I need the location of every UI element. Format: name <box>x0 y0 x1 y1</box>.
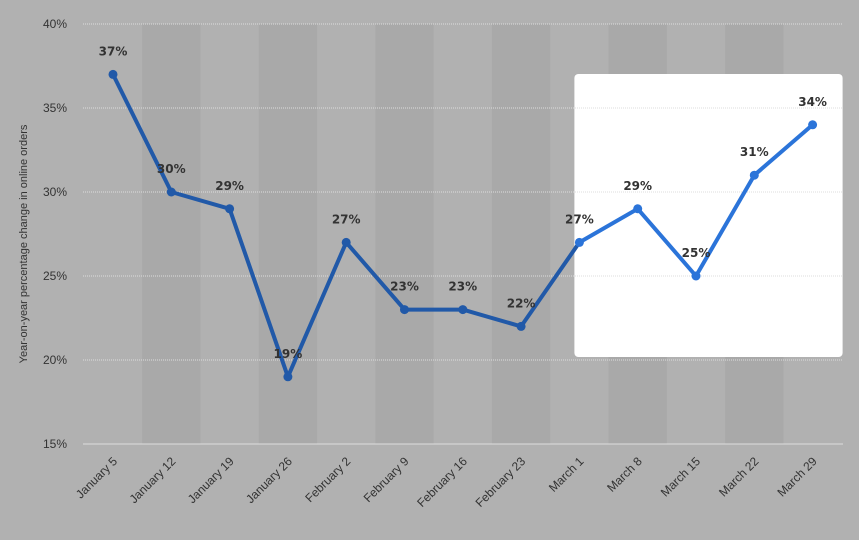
y-tick-label: 15% <box>43 437 67 451</box>
x-tick-label: March 15 <box>658 454 704 500</box>
data-label: 25% <box>682 246 711 260</box>
x-tick-label: January 5 <box>73 454 120 501</box>
y-tick-label: 20% <box>43 353 67 367</box>
x-tick-label: January 19 <box>185 454 237 506</box>
y-tick-label: 35% <box>43 101 67 115</box>
data-label: 31% <box>740 145 769 159</box>
data-point <box>516 321 526 331</box>
y-tick-label: 30% <box>43 185 67 199</box>
data-point <box>808 120 818 130</box>
column-band <box>375 24 434 444</box>
x-tick-label: January 26 <box>243 454 295 506</box>
x-tick-label: January 12 <box>127 454 179 506</box>
data-point <box>749 170 759 180</box>
x-axis-ticks: January 5 January 12 January 19 January 26 F… <box>73 454 820 510</box>
data-labels: 37% 30% 29% 19% 27% 23% 23% 22% 27% 29% 25% 31% 34% <box>99 44 827 360</box>
x-tick-label: March 29 <box>774 454 820 500</box>
x-tick-label: February 23 <box>473 454 529 510</box>
gridlines <box>83 23 843 445</box>
data-points <box>108 69 818 382</box>
data-point <box>225 204 235 214</box>
data-label: 30% <box>157 162 186 176</box>
data-label: 19% <box>274 347 303 361</box>
data-point <box>574 237 584 247</box>
data-label: 34% <box>798 95 827 109</box>
y-tick-label: 40% <box>43 17 67 31</box>
column-band <box>491 24 551 444</box>
data-label: 27% <box>565 212 594 226</box>
data-point <box>108 69 118 79</box>
column-band <box>142 24 201 444</box>
data-point <box>166 187 176 197</box>
highlight-box <box>574 74 843 357</box>
data-label: 23% <box>390 280 419 294</box>
x-tick-label: March 22 <box>716 454 762 500</box>
data-point <box>283 372 293 382</box>
data-point <box>341 237 351 247</box>
y-axis-ticks: 15% 20% 25% 30% 35% 40% <box>43 17 67 451</box>
data-label: 22% <box>507 296 536 310</box>
y-axis-title: Year-on-year percentage change in online… <box>18 124 30 363</box>
data-point <box>400 305 409 315</box>
y-tick-label: 25% <box>43 269 67 283</box>
data-point <box>691 271 701 281</box>
data-label: 29% <box>215 179 244 193</box>
data-label: 29% <box>623 179 652 193</box>
x-tick-label: February 9 <box>361 454 412 505</box>
data-point <box>458 305 468 315</box>
x-tick-label: February 2 <box>302 454 353 505</box>
data-label: 27% <box>332 212 361 226</box>
data-label: 23% <box>448 280 477 294</box>
data-point <box>633 204 643 214</box>
x-tick-label: March 8 <box>604 454 645 495</box>
data-label: 37% <box>99 44 128 58</box>
x-tick-label: March 1 <box>546 454 587 495</box>
x-tick-label: February 16 <box>414 454 470 510</box>
